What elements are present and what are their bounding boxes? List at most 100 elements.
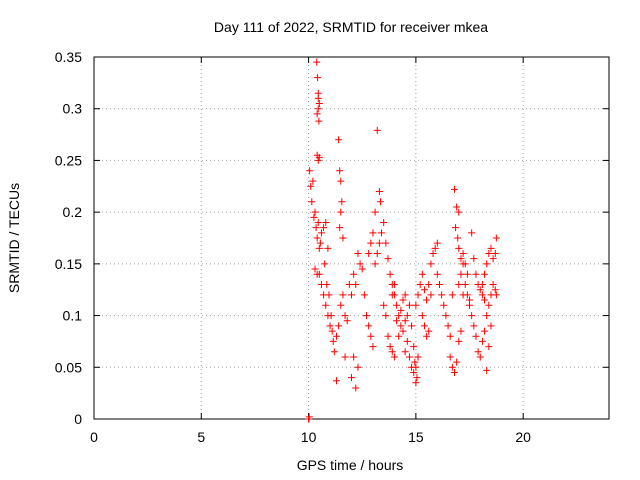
data-point bbox=[412, 379, 420, 387]
data-point bbox=[425, 327, 433, 335]
data-point bbox=[433, 239, 441, 247]
data-point bbox=[399, 327, 407, 335]
data-point bbox=[336, 224, 344, 232]
data-point bbox=[314, 74, 322, 82]
data-point bbox=[350, 270, 358, 278]
data-point bbox=[491, 250, 499, 258]
data-point bbox=[393, 301, 401, 309]
data-point bbox=[405, 353, 413, 361]
data-point bbox=[408, 322, 416, 330]
data-point bbox=[330, 348, 338, 356]
data-point bbox=[384, 255, 392, 263]
data-point bbox=[455, 244, 463, 252]
data-point bbox=[420, 322, 428, 330]
y-tick-label: 0 bbox=[74, 411, 82, 427]
data-point bbox=[322, 218, 330, 226]
data-point bbox=[338, 198, 346, 206]
data-point bbox=[470, 255, 478, 263]
data-point bbox=[315, 117, 323, 125]
data-point bbox=[314, 89, 322, 97]
data-point bbox=[451, 185, 458, 193]
data-point bbox=[384, 332, 392, 340]
data-point bbox=[492, 234, 500, 242]
data-point bbox=[438, 291, 446, 299]
data-point bbox=[463, 270, 471, 278]
data-point bbox=[307, 182, 315, 190]
data-point bbox=[455, 208, 463, 216]
data-point bbox=[485, 301, 493, 309]
data-point bbox=[440, 301, 448, 309]
data-point bbox=[373, 250, 381, 258]
data-point bbox=[478, 281, 486, 289]
data-point bbox=[452, 224, 460, 232]
data-point bbox=[382, 312, 390, 320]
data-point bbox=[457, 327, 465, 335]
data-point bbox=[311, 208, 319, 216]
x-tick-label: 0 bbox=[90, 429, 98, 445]
data-point bbox=[343, 317, 351, 325]
data-point bbox=[308, 198, 316, 206]
data-point bbox=[314, 105, 322, 113]
data-point bbox=[453, 203, 461, 211]
data-point bbox=[348, 291, 355, 299]
data-point bbox=[397, 322, 405, 330]
data-point bbox=[474, 348, 482, 356]
data-point bbox=[420, 286, 428, 294]
data-point bbox=[485, 343, 493, 351]
data-point bbox=[306, 167, 314, 175]
data-point bbox=[423, 296, 431, 304]
data-point bbox=[337, 301, 345, 309]
data-point bbox=[466, 296, 474, 304]
data-point bbox=[448, 363, 456, 371]
y-tick-label: 0.05 bbox=[55, 359, 82, 375]
y-tick-label: 0.2 bbox=[63, 204, 83, 220]
data-point bbox=[390, 281, 398, 289]
data-point bbox=[375, 239, 383, 247]
data-point bbox=[489, 255, 497, 263]
data-point bbox=[313, 234, 321, 242]
data-point bbox=[481, 327, 489, 335]
data-point bbox=[313, 110, 321, 118]
data-point bbox=[329, 337, 337, 345]
y-tick-label: 0.25 bbox=[55, 152, 82, 168]
data-point bbox=[472, 332, 480, 340]
data-point bbox=[350, 353, 358, 361]
data-point bbox=[371, 260, 379, 268]
data-point bbox=[433, 270, 441, 278]
data-point bbox=[401, 317, 409, 325]
data-point bbox=[457, 255, 465, 263]
data-point bbox=[316, 239, 324, 247]
data-point bbox=[459, 250, 467, 258]
chart-title: Day 111 of 2022, SRMTID for receiver mke… bbox=[214, 19, 488, 35]
data-point bbox=[487, 244, 495, 252]
data-point bbox=[309, 177, 317, 185]
data-point bbox=[312, 224, 320, 232]
data-point bbox=[410, 343, 418, 351]
axis-ticks: 0 0.05 0.1 0.15 0.2 0.25 0.3 0.35 0 5 10 15 20 bbox=[55, 49, 609, 445]
data-point bbox=[339, 234, 347, 242]
data-point bbox=[348, 374, 355, 382]
data-point bbox=[305, 413, 313, 421]
data-point bbox=[408, 363, 416, 371]
data-point bbox=[326, 322, 334, 330]
data-point bbox=[375, 187, 383, 195]
y-tick-label: 0.15 bbox=[55, 256, 82, 272]
y-axis-label: SRMTID / TECUs bbox=[6, 183, 22, 293]
data-point bbox=[345, 281, 353, 289]
data-points bbox=[305, 58, 500, 423]
data-point bbox=[399, 296, 407, 304]
data-point bbox=[388, 291, 396, 299]
data-point bbox=[337, 177, 345, 185]
data-point bbox=[315, 270, 323, 278]
data-point bbox=[378, 229, 386, 237]
data-point bbox=[448, 291, 456, 299]
data-point bbox=[354, 363, 362, 371]
data-point bbox=[369, 229, 377, 237]
data-point bbox=[401, 291, 409, 299]
data-point bbox=[393, 317, 401, 325]
data-point bbox=[354, 250, 362, 258]
x-axis-label: GPS time / hours bbox=[297, 457, 404, 473]
x-tick-label: 20 bbox=[515, 429, 531, 445]
data-point bbox=[380, 218, 388, 226]
